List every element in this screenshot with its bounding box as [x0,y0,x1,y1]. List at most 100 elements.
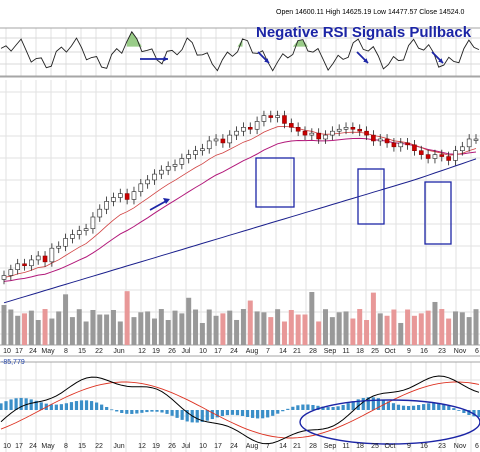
x-tick-label: Jun [113,443,124,450]
volume-bar [302,314,308,345]
candle [261,115,267,122]
volume-bar [42,309,48,345]
volume-bar [439,309,445,345]
volume-bar [172,310,178,345]
macd-histogram-bar [301,404,305,410]
price-panel [1,110,479,304]
x-tick-label: Oct [385,348,396,355]
macd-histogram-bar [180,410,184,420]
macd-histogram-bar [64,403,69,410]
macd-histogram-bar [220,410,224,416]
x-tick-label: Aug [246,443,259,450]
volume-bar [268,317,274,345]
macd-histogram-bar [110,409,114,411]
volume-bar [336,312,342,345]
macd-histogram-bar [276,410,280,414]
macd-histogram-bar [130,410,134,414]
x-tick-label: Jul [182,348,191,355]
volume-bar [227,310,233,345]
low-label: Low [373,9,387,16]
macd-histogram-bar [150,410,154,412]
macd-histogram-bar [316,405,320,410]
x-tick-label: 15 [78,443,86,450]
x-tick-label: 10 [3,348,11,355]
candle [247,127,253,130]
candle [63,238,68,247]
macd-histogram-bar [215,410,219,418]
candle [152,173,157,181]
x-tick-label: 19 [152,348,160,355]
volume-bar [350,318,356,345]
candle [111,197,116,202]
x-tick-label: 16 [420,443,428,450]
volume-bar [158,309,164,345]
candle [268,115,274,118]
volume-bar [220,313,226,345]
macd-histogram-bar [437,403,441,410]
macd-histogram-bar [140,410,144,413]
candle [70,234,75,239]
candle [42,255,48,263]
macd-histogram-bar [427,403,431,410]
macd-line [0,375,480,445]
macd-histogram-bar [477,410,480,418]
x-tick-label: 11 [342,443,349,450]
price-arrowhead [163,198,170,204]
x-tick-label: 10 [199,348,207,355]
volume-bar [281,321,287,345]
candle [289,123,294,128]
macd-histogram-bar [235,410,240,416]
candle [357,128,363,132]
x-tick-label: 28 [309,348,317,355]
rsi-line [0,30,480,72]
highlight-box [424,181,452,245]
candle [186,154,191,159]
macd-histogram-bar [376,398,380,410]
volume-bar [1,305,7,345]
macd-histogram-bar [185,410,189,422]
volume-bar [193,309,199,345]
macd-histogram-bar [240,410,245,416]
candle [295,127,301,132]
x-tick-label: 28 [309,443,317,450]
macd-histogram-bar [230,410,235,415]
macd-histogram-bar [281,410,285,412]
candle [213,138,219,142]
macd-histogram-bar [361,397,365,410]
volume-bar [8,309,14,345]
x-tick-label: 24 [29,348,37,355]
x-tick-label: 17 [214,348,222,355]
volume-bar [206,309,212,345]
macd-histogram-bar [160,410,164,413]
macd-histogram-bar [311,404,315,410]
volume-bar [316,321,322,345]
candle [90,216,96,229]
x-tick-label: Sep [324,443,337,450]
volume-bar [295,314,301,345]
macd-histogram-bar [291,406,295,410]
macd-histogram-bar [170,410,174,416]
x-tick-label: 23 [438,443,446,450]
macd-histogram-bar [29,399,33,410]
volume-bar [323,309,329,345]
volume-bar [370,292,376,345]
macd-histogram-bar [266,410,270,418]
macd-histogram-bar [467,410,471,416]
x-tick-label: 22 [95,348,103,355]
macd-histogram-bar [366,397,370,410]
volume-bar [56,311,62,345]
volume-bar [151,318,157,345]
volume-bar [288,309,294,345]
volume-bar [384,315,390,345]
macd-histogram-bar [286,408,290,410]
grid-lines [0,27,480,452]
volume-bar [199,322,205,345]
candle [234,130,239,136]
macd-histogram-bar [84,400,89,410]
candle [104,201,109,210]
candle [323,134,328,140]
volume-bar [240,309,246,345]
candle [35,255,41,261]
candle [418,150,424,155]
